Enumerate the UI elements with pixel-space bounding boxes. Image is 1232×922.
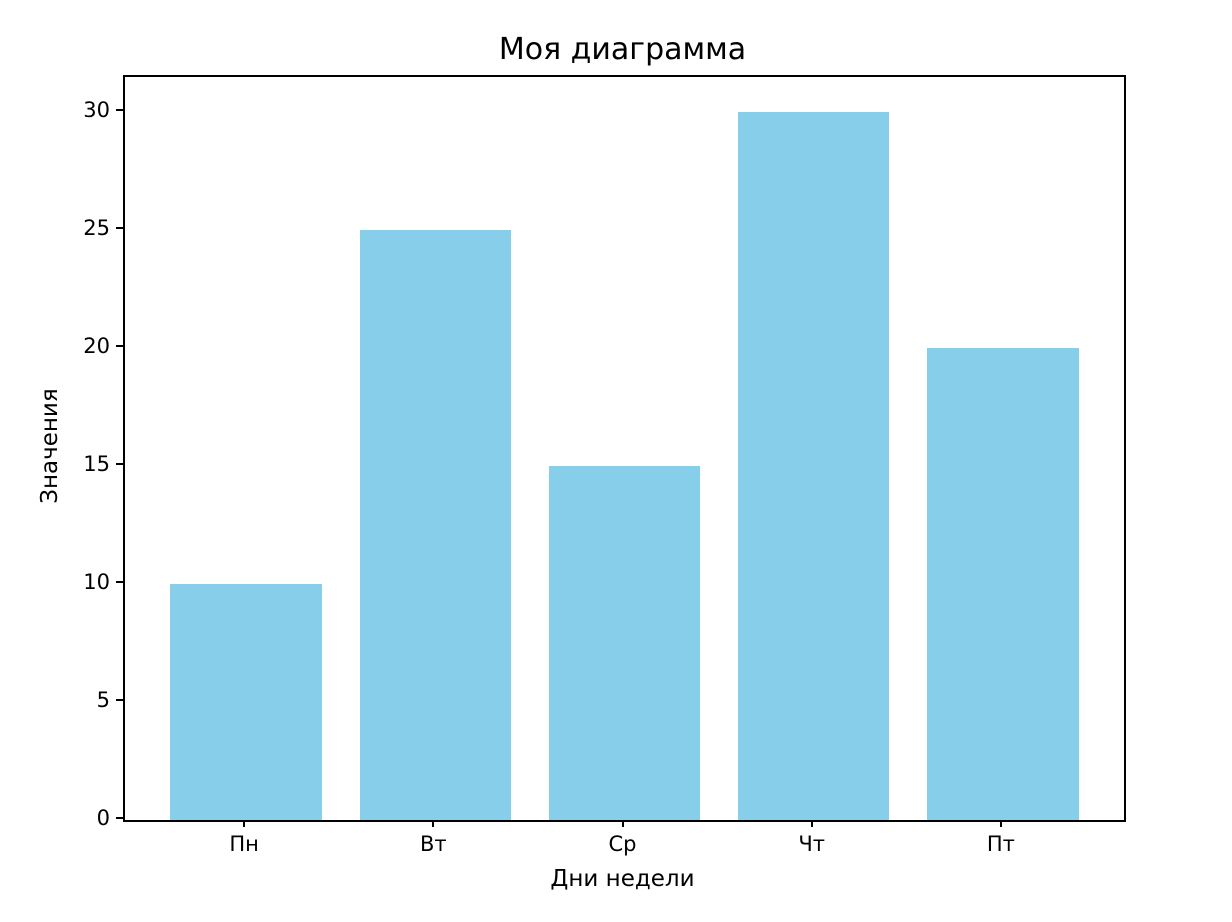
x-tick-mark-Ср [621,820,624,827]
x-tick-mark-Пт [999,820,1002,827]
y-tick-mark-25 [116,227,123,230]
y-tick-mark-5 [116,699,123,702]
y-tick-mark-20 [116,345,123,348]
y-tick-mark-10 [116,581,123,584]
x-tick-label-Пт: Пт [986,832,1015,856]
bar-Пн [170,584,322,820]
y-tick-mark-0 [116,817,123,819]
bar-Пт [927,348,1079,820]
bar-Чт [738,112,890,820]
x-tick-mark-Вт [432,820,435,827]
y-tick-label-10: 10 [83,570,110,595]
x-tick-label-Ср: Ср [608,832,637,856]
y-tick-label-15: 15 [83,452,110,477]
y-tick-mark-30 [116,109,123,112]
y-tick-label-0: 0 [96,806,110,830]
x-tick-label-Вт: Вт [419,832,447,856]
bar-Вт [359,230,511,820]
x-tick-mark-Чт [810,820,813,827]
chart-title: Моя диаграмма [498,32,747,67]
y-tick-label-20: 20 [83,334,110,359]
x-tick-label-Чт: Чт [798,832,826,856]
bar-Ср [548,466,701,820]
x-tick-mark-Пн [243,820,246,827]
y-tick-label-30: 30 [83,98,110,123]
x-tick-label-Пн: Пн [229,832,259,856]
y-axis-label: Значения [37,388,63,504]
y-tick-label-25: 25 [83,216,110,241]
y-tick-label-5: 5 [96,688,110,713]
y-tick-mark-15 [116,463,123,466]
x-axis-label: Дни недели [550,866,695,892]
plot-area [123,75,1126,822]
